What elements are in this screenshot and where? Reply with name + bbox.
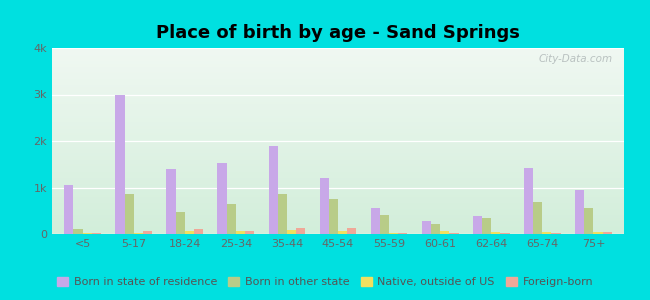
- Bar: [194, 229, 203, 234]
- Bar: [73, 229, 83, 234]
- Bar: [296, 228, 306, 234]
- Bar: [92, 233, 101, 234]
- Text: City-Data.com: City-Data.com: [538, 54, 612, 64]
- Bar: [176, 212, 185, 234]
- Bar: [584, 208, 593, 234]
- Bar: [320, 178, 329, 234]
- Bar: [491, 232, 500, 234]
- Bar: [593, 232, 603, 234]
- Bar: [389, 232, 398, 234]
- Bar: [338, 231, 347, 234]
- Bar: [245, 231, 254, 234]
- Legend: Born in state of residence, Born in other state, Native, outside of US, Foreign-: Born in state of residence, Born in othe…: [53, 272, 597, 291]
- Bar: [524, 167, 533, 234]
- Bar: [449, 232, 458, 234]
- Bar: [533, 202, 542, 234]
- Bar: [268, 146, 278, 234]
- Bar: [370, 208, 380, 234]
- Bar: [185, 231, 194, 234]
- Bar: [329, 199, 338, 234]
- Bar: [440, 231, 449, 234]
- Bar: [551, 232, 561, 234]
- Bar: [380, 215, 389, 234]
- Bar: [500, 232, 510, 234]
- Bar: [134, 232, 143, 234]
- Bar: [143, 231, 152, 234]
- Bar: [166, 169, 176, 234]
- Bar: [422, 221, 431, 234]
- Bar: [218, 163, 227, 234]
- Bar: [473, 216, 482, 234]
- Bar: [603, 232, 612, 234]
- Bar: [575, 190, 584, 234]
- Bar: [287, 230, 296, 234]
- Bar: [278, 194, 287, 234]
- Title: Place of birth by age - Sand Springs: Place of birth by age - Sand Springs: [156, 24, 520, 42]
- Bar: [125, 194, 134, 234]
- Bar: [398, 232, 408, 234]
- Bar: [64, 185, 73, 234]
- Bar: [482, 218, 491, 234]
- Bar: [115, 94, 125, 234]
- Bar: [347, 228, 356, 234]
- Bar: [236, 231, 245, 234]
- Bar: [431, 224, 440, 234]
- Bar: [227, 204, 236, 234]
- Bar: [83, 232, 92, 234]
- Bar: [542, 232, 551, 234]
